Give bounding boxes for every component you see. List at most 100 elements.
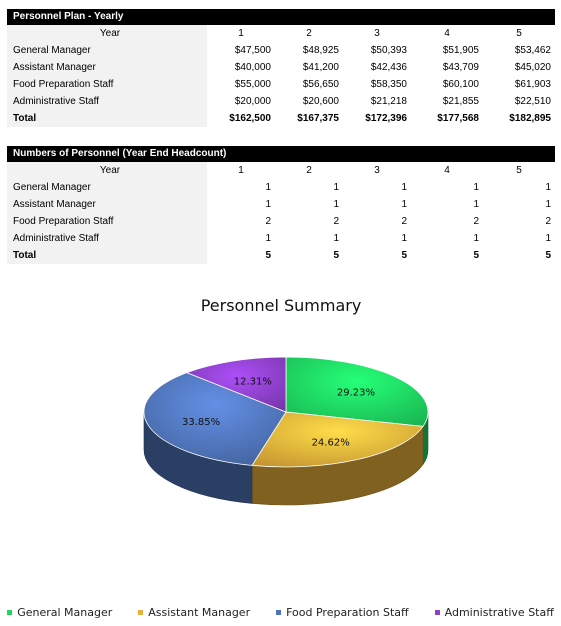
table-row: Administrative Staff 1 1 1 1 1 — [7, 230, 555, 247]
pie-data-label: 29.23% — [337, 387, 375, 398]
total-label: Total — [7, 110, 207, 127]
cell-value: 1 — [473, 182, 479, 193]
pie-slice-general-manager — [285, 356, 429, 427]
cell-value: $58,350 — [370, 79, 407, 90]
cell-value: 1 — [545, 233, 551, 244]
cell-value: 2 — [473, 216, 479, 227]
cell-value: $20,000 — [234, 96, 271, 107]
cell-value: 1 — [265, 233, 271, 244]
year-column-3: 3 — [374, 28, 380, 39]
total-value: 5 — [265, 250, 271, 261]
cell-value: $43,709 — [442, 62, 479, 73]
total-value: $167,375 — [297, 113, 339, 124]
legend-item: General Manager — [7, 604, 112, 620]
headcount-title: Numbers of Personnel (Year End Headcount… — [7, 146, 555, 162]
row-label: Assistant Manager — [7, 196, 207, 213]
cell-value: 1 — [545, 199, 551, 210]
row-label: Assistant Manager — [7, 59, 207, 76]
cell-value: 1 — [401, 199, 407, 210]
table-row: General Manager $47,500 $48,925 $50,393 … — [7, 42, 555, 59]
total-value: 5 — [473, 250, 479, 261]
personnel-summary-pie-chart: Personnel Summary 29.23% 24.62% 33.85% 12.3… — [143, 296, 429, 506]
total-value: $182,895 — [509, 113, 551, 124]
table-row: Food Preparation Staff 2 2 2 2 2 — [7, 213, 555, 230]
legend-label: Assistant Manager — [148, 605, 251, 619]
chart-title: Personnel Summary — [201, 296, 362, 315]
table-row: Administrative Staff $20,000 $20,600 $21… — [7, 93, 555, 110]
cell-value: $20,600 — [302, 96, 339, 107]
cell-value: 2 — [333, 216, 339, 227]
cell-value: 2 — [401, 216, 407, 227]
year-column-5: 5 — [516, 28, 522, 39]
row-label: Food Preparation Staff — [7, 213, 207, 230]
cell-value: 1 — [265, 182, 271, 193]
cell-value: $60,100 — [442, 79, 479, 90]
total-row: Total $162,500 $167,375 $172,396 $177,56… — [7, 110, 555, 127]
pie-data-label: 24.62% — [312, 437, 350, 448]
row-label: General Manager — [7, 42, 207, 59]
row-label: General Manager — [7, 179, 207, 196]
headcount-table: Numbers of Personnel (Year End Headcount… — [7, 146, 555, 264]
cell-value: 1 — [333, 182, 339, 193]
total-value: 5 — [401, 250, 407, 261]
year-column-1: 1 — [238, 28, 244, 39]
cell-value: 2 — [265, 216, 271, 227]
total-label: Total — [7, 247, 207, 264]
year-column-2: 2 — [306, 165, 312, 176]
legend-swatch — [7, 609, 13, 615]
year-column-4: 4 — [444, 165, 450, 176]
total-row: Total 5 5 5 5 5 — [7, 247, 555, 264]
cell-value: 1 — [401, 233, 407, 244]
table-row: Food Preparation Staff $55,000 $56,650 $… — [7, 76, 555, 93]
legend-swatch — [276, 609, 282, 615]
personnel-plan-table: Personnel Plan - Yearly Year 1 2 3 4 5 G… — [7, 9, 555, 127]
total-value: 5 — [333, 250, 339, 261]
row-label: Administrative Staff — [7, 230, 207, 247]
year-column-5: 5 — [516, 165, 522, 176]
cell-value: 1 — [473, 199, 479, 210]
cell-value: 1 — [545, 182, 551, 193]
year-header: Year — [7, 25, 207, 42]
total-value: $172,396 — [365, 113, 407, 124]
pie-slice-assistant-manager — [251, 411, 424, 468]
cell-value: $47,500 — [234, 45, 271, 56]
year-column-2: 2 — [306, 28, 312, 39]
pie-data-label: 12.31% — [234, 376, 272, 387]
cell-value: 1 — [333, 199, 339, 210]
year-column-4: 4 — [444, 28, 450, 39]
cell-value: $51,905 — [442, 45, 479, 56]
legend-item: Administrative Staff — [434, 604, 554, 620]
year-header: Year — [7, 162, 207, 179]
cell-value: $56,650 — [302, 79, 339, 90]
total-value: $162,500 — [229, 113, 271, 124]
pie-data-label: 33.85% — [182, 417, 220, 428]
total-value: $177,568 — [437, 113, 479, 124]
legend-label: General Manager — [17, 605, 113, 619]
cell-value: $50,393 — [370, 45, 407, 56]
cell-value: $48,925 — [302, 45, 339, 56]
cell-value: $21,218 — [370, 96, 407, 107]
legend-label: Administrative Staff — [444, 605, 554, 619]
cell-value: 1 — [401, 182, 407, 193]
pie-slice-food-preparation-staff — [143, 372, 287, 466]
cell-value: 1 — [265, 199, 271, 210]
legend-label: Food Preparation Staff — [286, 605, 409, 619]
cell-value: $22,510 — [514, 96, 551, 107]
table-row: General Manager 1 1 1 1 1 — [7, 179, 555, 196]
cell-value: $55,000 — [234, 79, 271, 90]
cell-value: $41,200 — [302, 62, 339, 73]
cell-value: $40,000 — [234, 62, 271, 73]
cell-value: 1 — [473, 233, 479, 244]
legend-item: Food Preparation Staff — [276, 604, 409, 620]
cell-value: 1 — [333, 233, 339, 244]
legend-item: Assistant Manager — [138, 604, 250, 620]
table-row: Assistant Manager 1 1 1 1 1 — [7, 196, 555, 213]
legend-swatch — [434, 609, 440, 615]
cell-value: $53,462 — [514, 45, 551, 56]
cell-value: 2 — [545, 216, 551, 227]
cell-value: $21,855 — [442, 96, 479, 107]
personnel-plan-title: Personnel Plan - Yearly — [7, 9, 555, 25]
row-label: Administrative Staff — [7, 93, 207, 110]
legend-swatch — [138, 609, 144, 615]
cell-value: $42,436 — [370, 62, 407, 73]
